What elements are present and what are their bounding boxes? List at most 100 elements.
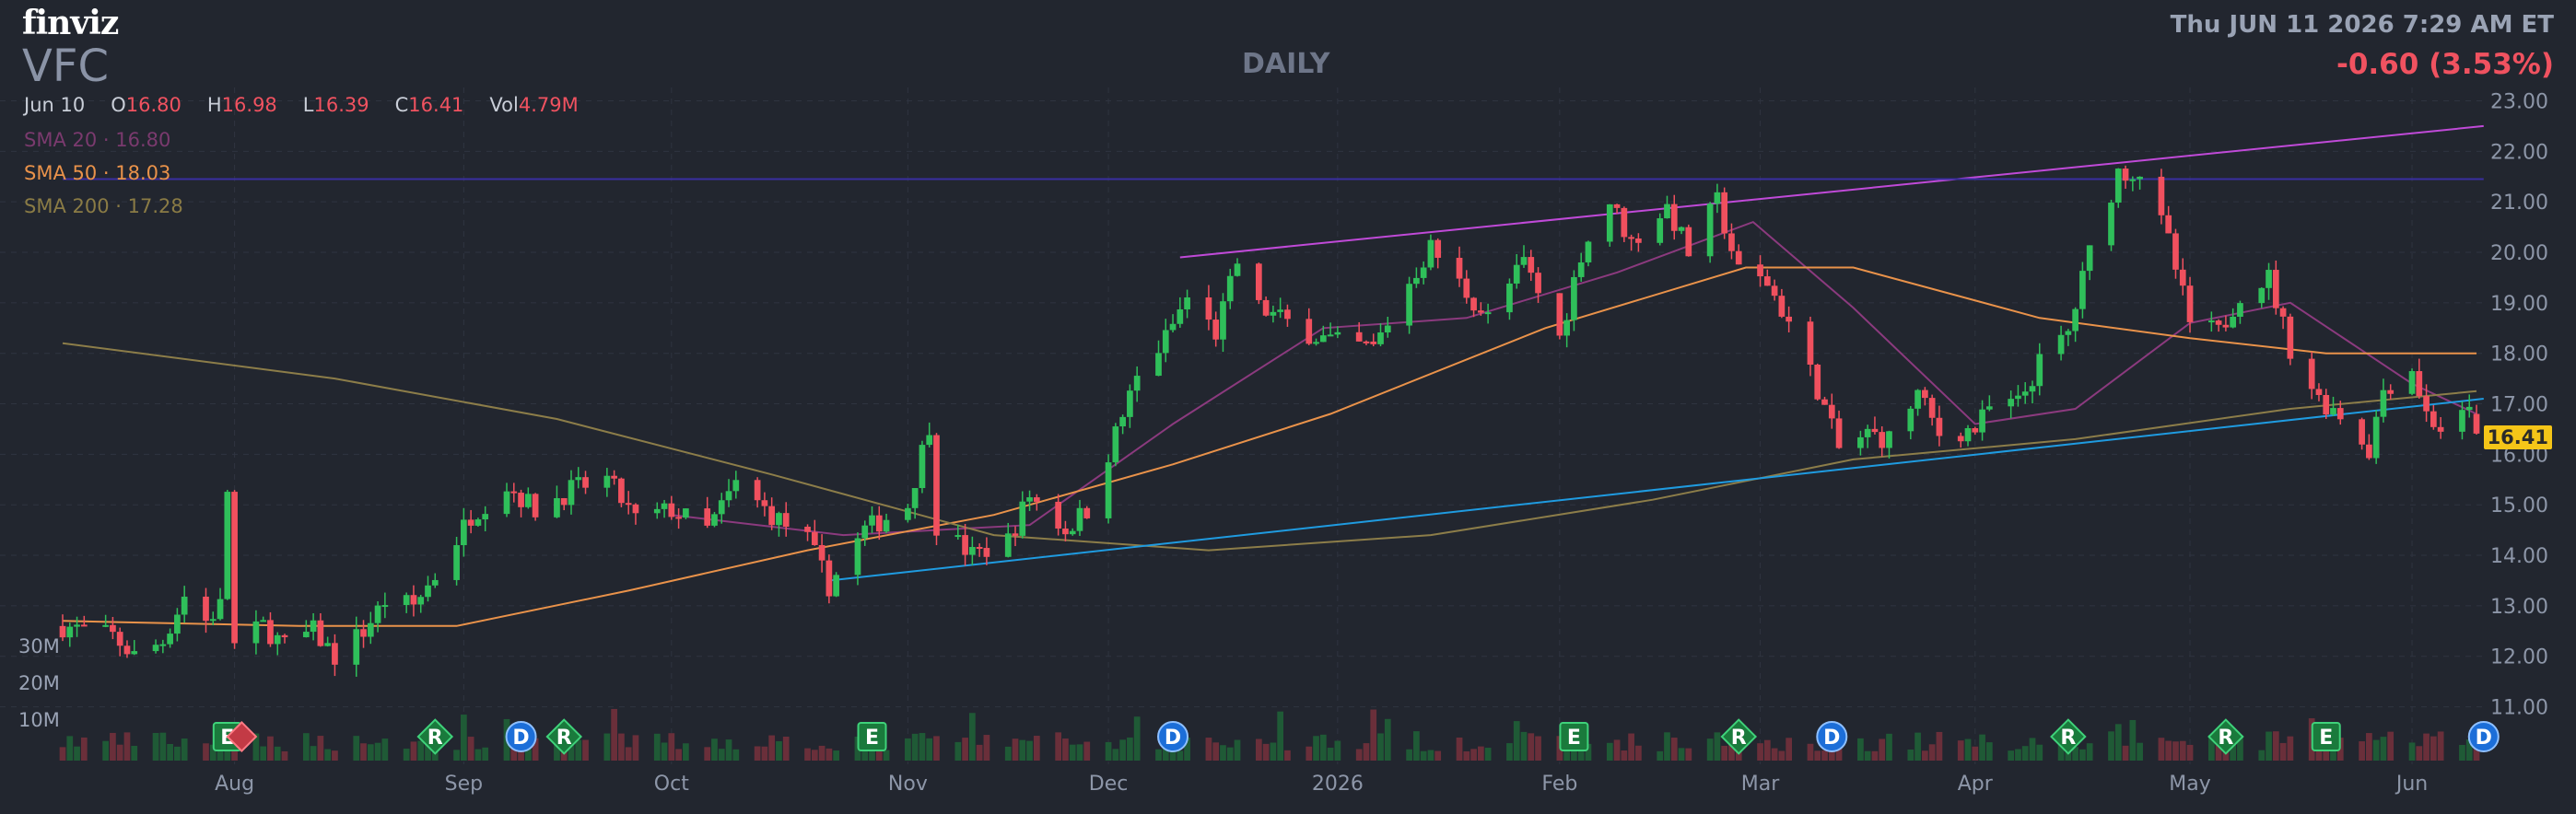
candle-body: [875, 515, 883, 532]
volume-bar: [1964, 738, 1972, 761]
candle-body: [1062, 529, 1069, 535]
volume-bar: [2315, 744, 2323, 761]
price-change: -0.60 (3.53%): [2336, 48, 2554, 81]
volume-bar: [954, 741, 962, 761]
candle-body: [1577, 262, 1585, 277]
candle-body: [1477, 310, 1484, 313]
volume-bar: [159, 732, 167, 761]
candle-body: [231, 492, 238, 644]
candle-body: [2137, 176, 2143, 180]
volume-bar: [1771, 748, 1778, 761]
volume-bar: [675, 749, 682, 761]
candle-body: [1456, 257, 1463, 279]
volume-bar: [1678, 748, 1685, 761]
volume-axis-label: 10M: [18, 709, 60, 731]
volume-bar: [1685, 748, 1692, 761]
volume-bar: [1155, 749, 1162, 761]
candle-body: [1757, 264, 1763, 277]
date-tick-label: Apr: [1958, 773, 1994, 796]
ohlc-readout: Jun 10 O16.80 H16.98 L16.39 C16.41 Vol4.79M: [24, 94, 604, 116]
candle-body: [732, 480, 740, 492]
candle-body: [1922, 390, 1928, 399]
sma200-legend[interactable]: SMA 200 · 17.28: [24, 195, 183, 217]
volume-bar: [2237, 737, 2243, 761]
sma50-legend[interactable]: SMA 50 · 18.03: [24, 162, 171, 184]
earnings-event-icon: [2311, 722, 2341, 751]
candle-body: [1162, 330, 1169, 354]
candle-body: [704, 508, 711, 526]
volume-bar: [2057, 738, 2065, 761]
volume-bar: [2366, 733, 2372, 761]
price-tick-label: 17.00: [2490, 394, 2548, 417]
candle-body: [1763, 276, 1771, 286]
candle-body: [532, 494, 539, 517]
candle-body: [116, 632, 123, 646]
volume-bar: [1255, 738, 1262, 761]
volume-bar: [324, 749, 332, 761]
candle-body: [353, 629, 360, 665]
volume-bar: [1606, 742, 1613, 761]
volume-bar: [2172, 741, 2179, 761]
sma20-legend[interactable]: SMA 20 · 16.80: [24, 129, 171, 151]
candle-body: [1972, 427, 1979, 433]
volume-bar: [367, 744, 374, 761]
volume-bar: [905, 738, 911, 761]
candle-body: [518, 493, 524, 507]
volume-bar: [2380, 737, 2387, 761]
candle-body: [668, 503, 675, 517]
volume-bar: [1936, 731, 1943, 761]
volume-label: Vol: [489, 94, 519, 116]
volume-bar: [1778, 750, 1786, 761]
volume-bar: [131, 745, 138, 761]
volume-bar: [80, 737, 88, 761]
volume-bar: [1979, 734, 1985, 761]
volume-bar: [575, 739, 582, 761]
date-tick-label: Aug: [215, 773, 254, 796]
volume-bar: [1384, 718, 1391, 761]
volume-bar: [1835, 744, 1843, 761]
price-tick-label: 14.00: [2490, 545, 2548, 568]
candle-body: [711, 514, 718, 526]
volume-bar: [725, 739, 732, 761]
candle-body: [2323, 394, 2330, 415]
volume-bar: [668, 733, 675, 761]
candle-body: [2122, 169, 2129, 181]
volume-bar: [1714, 732, 1721, 761]
volume-bar: [718, 749, 725, 761]
candle-body: [159, 644, 167, 646]
candle-body: [1520, 257, 1528, 265]
volume-bar: [2459, 744, 2465, 761]
volume-bar: [267, 736, 274, 761]
candlesticks: [59, 165, 2480, 677]
price-tick-label: 18.00: [2490, 343, 2548, 366]
finviz-logo[interactable]: finviz: [22, 4, 119, 42]
volume-bar: [1635, 745, 1642, 761]
volume-bar: [1262, 743, 1270, 761]
volume-bar: [618, 733, 625, 761]
dividend-event-icon: [1157, 721, 1189, 752]
volume-bar: [2114, 724, 2122, 761]
price-tick-label: 11.00: [2490, 697, 2548, 720]
volume-bar: [761, 746, 768, 761]
candle-body: [2272, 270, 2279, 308]
candle-body: [59, 625, 66, 638]
volume-bar: [1370, 709, 1377, 761]
candle-body: [869, 515, 875, 526]
candle-body: [110, 624, 116, 633]
candle-body: [2315, 389, 2323, 395]
high-label: H: [206, 94, 222, 116]
candle-body: [883, 519, 890, 532]
volume-bar: [1205, 738, 1212, 761]
volume-bar: [425, 736, 431, 761]
volume-bar: [1327, 748, 1334, 761]
candle-body: [811, 531, 818, 545]
candle-body: [2086, 245, 2093, 272]
volume-bar: [582, 739, 589, 761]
volume-bar: [1270, 742, 1277, 761]
event-code: E: [1567, 727, 1581, 750]
candle-body: [2416, 371, 2423, 397]
volume-bar: [467, 737, 474, 761]
candle-body: [2065, 331, 2072, 335]
volume-bar: [653, 733, 661, 761]
